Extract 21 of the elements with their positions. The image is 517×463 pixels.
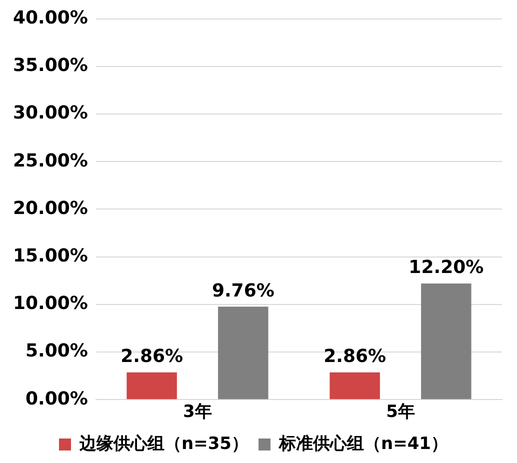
y-tick-label: 0.00% <box>26 388 88 410</box>
x-tick-label: 3年 <box>183 402 212 422</box>
y-tick-label: 5.00% <box>26 340 88 362</box>
bar <box>218 306 268 400</box>
y-tick-label: 35.00% <box>12 55 88 76</box>
legend-label: 标准供心组（n=41） <box>278 434 448 454</box>
data-label: 2.86% <box>120 346 184 368</box>
data-label: 12.20% <box>408 257 484 278</box>
bar <box>126 372 177 400</box>
bar <box>330 372 380 400</box>
y-tick-label: 25.00% <box>12 150 88 172</box>
y-tick-label: 10.00% <box>12 293 88 314</box>
bar <box>421 283 472 400</box>
legend-label: 边缘供心组（n=35） <box>78 434 249 454</box>
y-tick-label: 15.00% <box>12 245 88 266</box>
y-tick-label: 30.00% <box>12 102 88 124</box>
data-label: 9.76% <box>212 280 274 302</box>
y-tick-label: 20.00% <box>12 198 88 219</box>
y-tick-label: 40.00% <box>12 7 88 28</box>
data-label: 2.86% <box>324 346 386 368</box>
x-tick-label: 5年 <box>386 402 415 422</box>
